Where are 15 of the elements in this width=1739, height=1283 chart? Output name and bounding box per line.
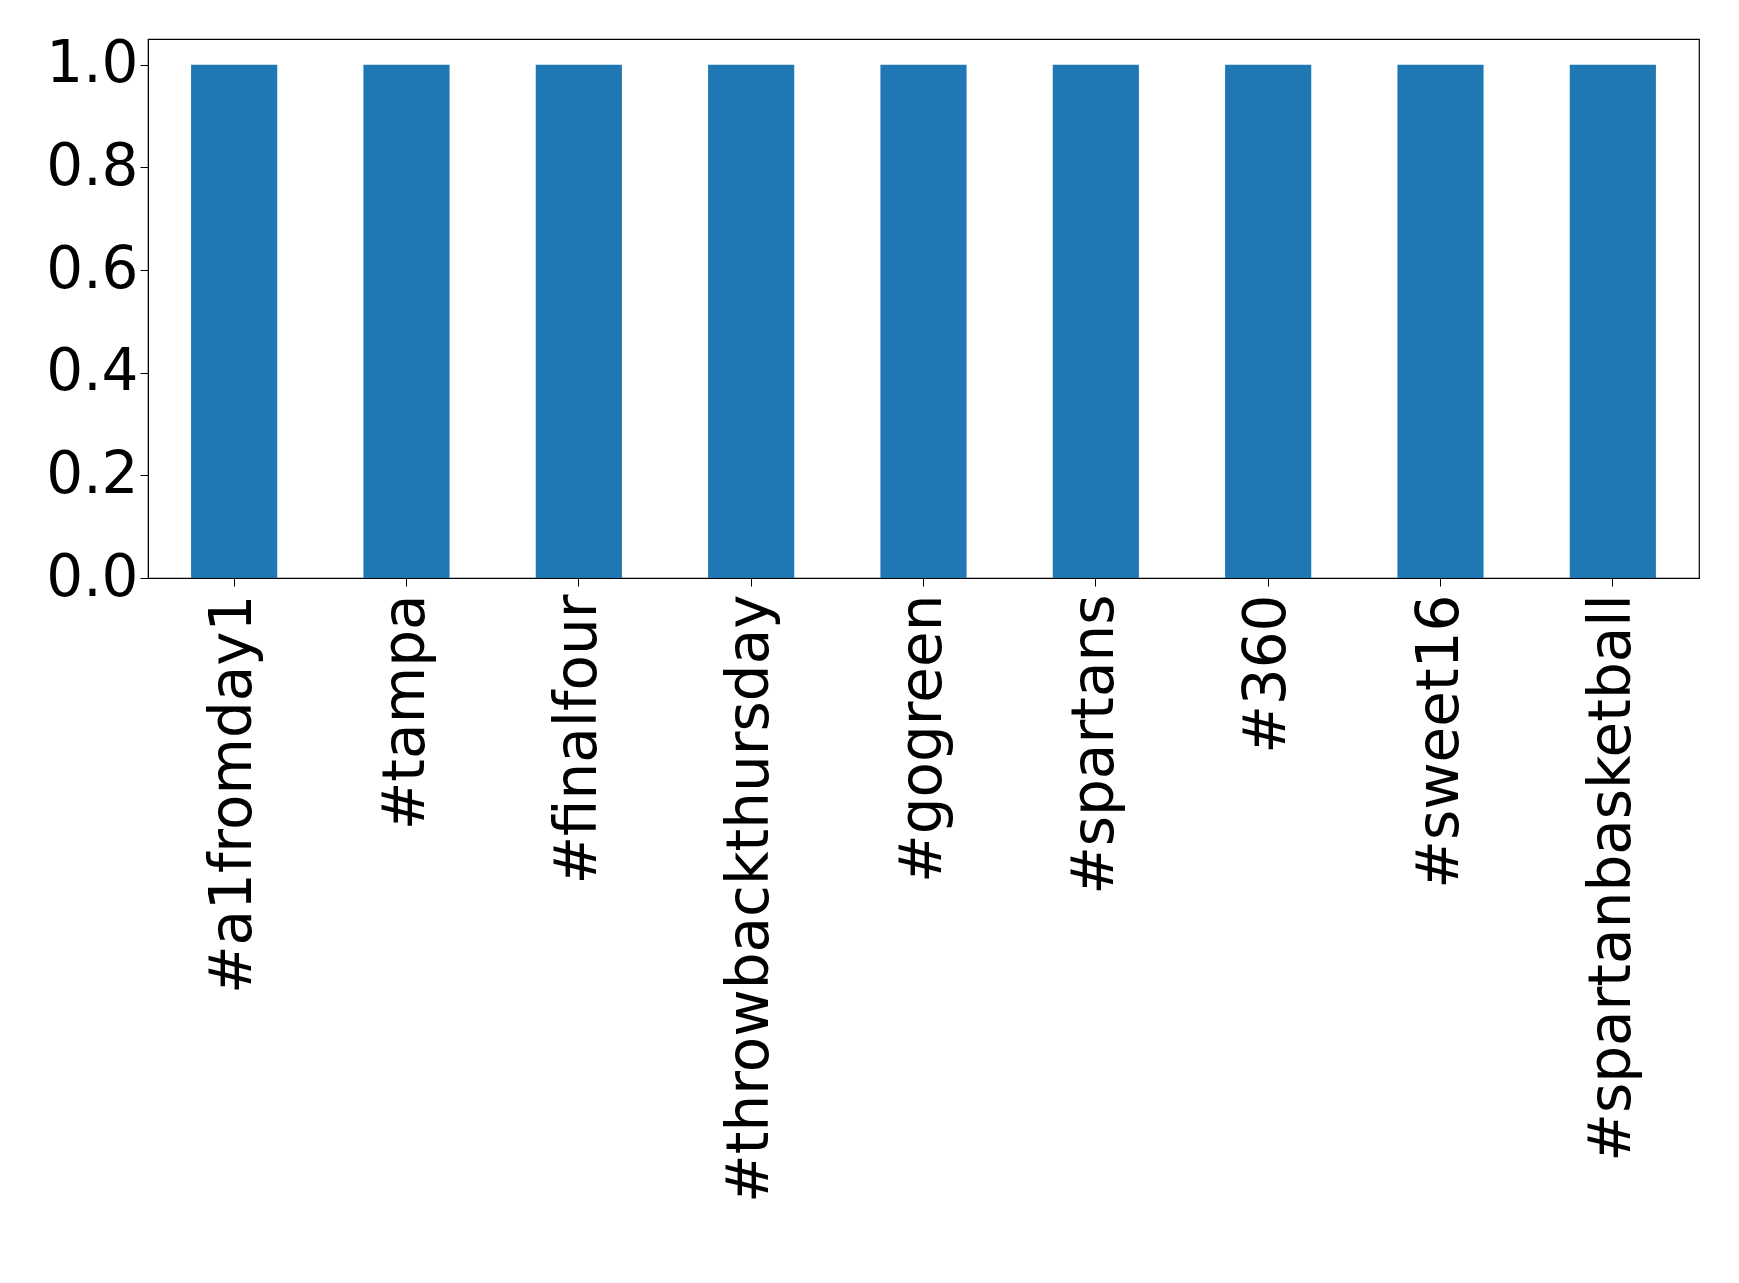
x-tick-label: #sweet16 bbox=[1403, 594, 1472, 889]
x-tick-label: #spartans bbox=[1058, 594, 1127, 895]
x-tick-label: #finalfour bbox=[541, 594, 610, 885]
x-tick-label: #tampa bbox=[369, 594, 438, 831]
x-tick-label: #throwbackthursday bbox=[714, 594, 783, 1203]
x-tick-label: #spartanbasketball bbox=[1575, 594, 1644, 1162]
x-tick-label: #360 bbox=[1231, 594, 1300, 754]
x-tick-label: #a1fromday1 bbox=[197, 594, 266, 995]
y-tick-label: 0.2 bbox=[46, 438, 139, 507]
y-tick-label: 1.0 bbox=[46, 28, 139, 97]
y-tick-label: 0.8 bbox=[46, 130, 139, 199]
x-tick-label: #gogreen bbox=[886, 594, 955, 883]
y-tick-label: 0.0 bbox=[46, 541, 139, 610]
y-tick-label: 0.4 bbox=[46, 336, 139, 405]
y-tick-label: 0.6 bbox=[46, 233, 139, 302]
